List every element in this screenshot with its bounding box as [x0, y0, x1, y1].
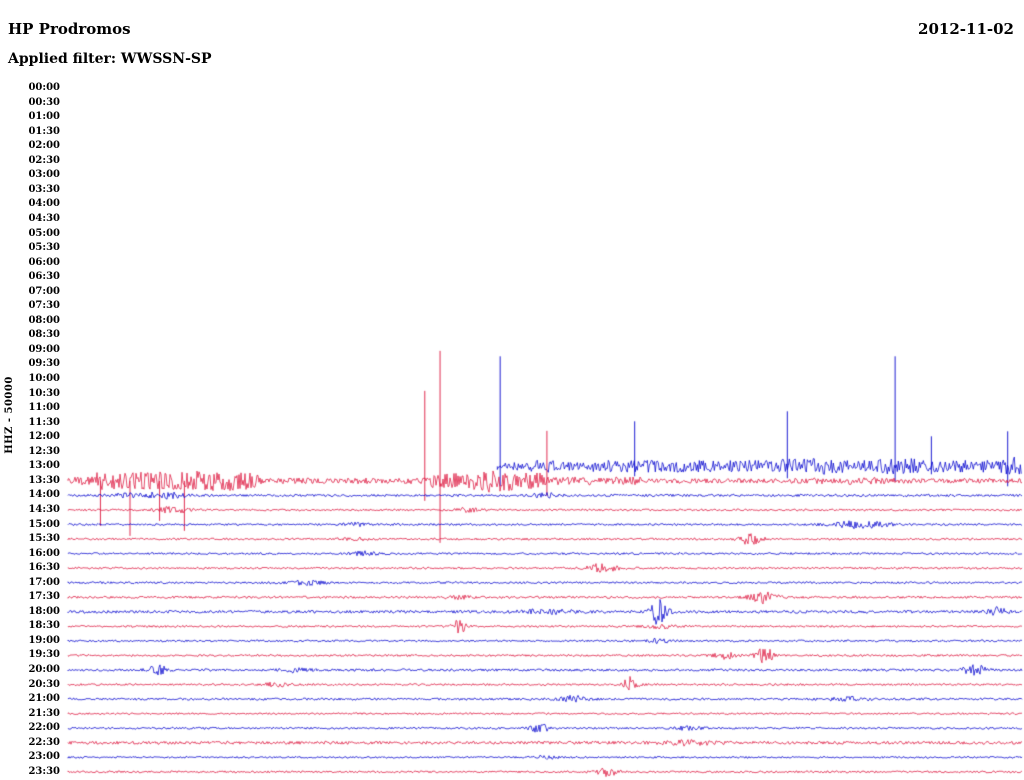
seismogram-page: HP Prodromos 2012-11-02 Applied filter: …	[0, 0, 1024, 780]
seismogram-canvas	[0, 0, 1024, 780]
